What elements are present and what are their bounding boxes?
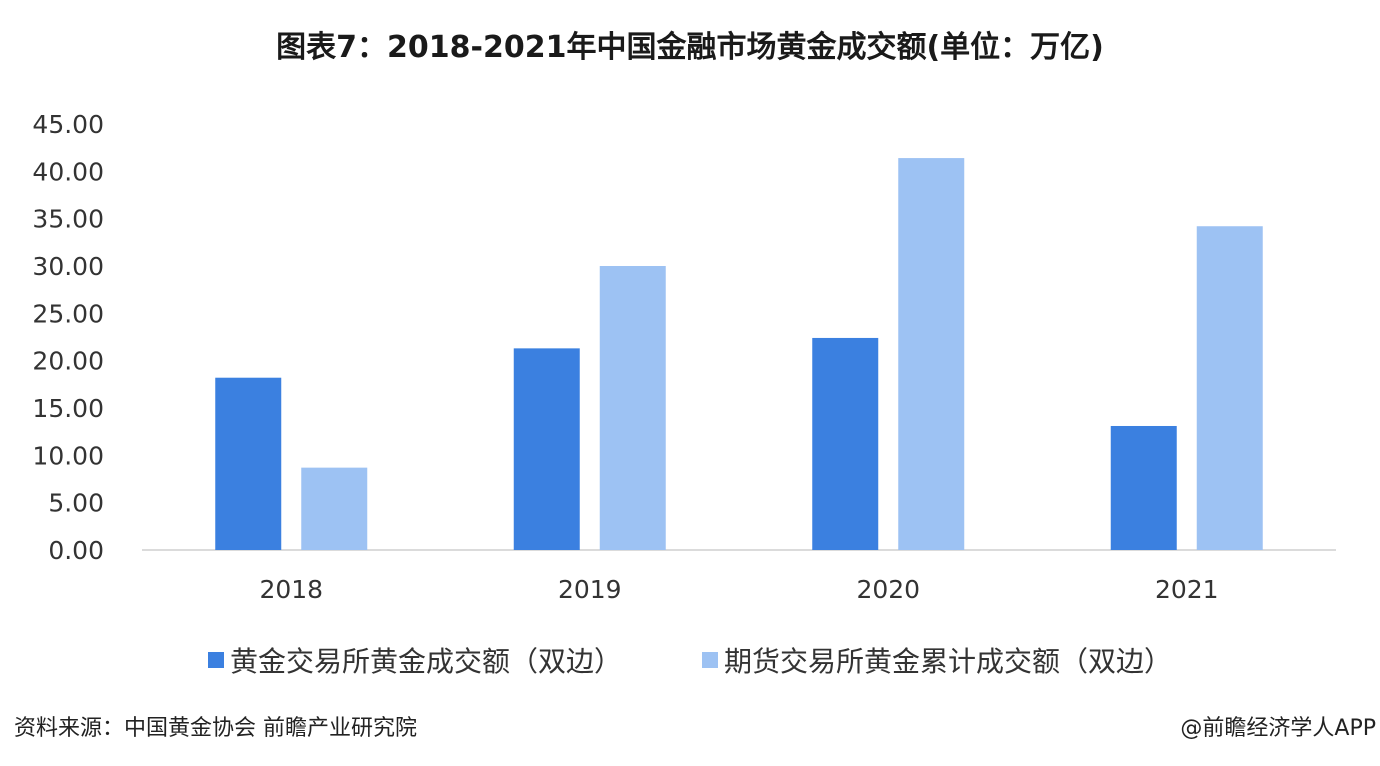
legend-swatch	[702, 652, 718, 668]
y-tick-label: 20.00	[32, 347, 104, 376]
y-tick-label: 45.00	[32, 110, 104, 139]
bar-2020-series-1	[898, 158, 965, 550]
legend: 黄金交易所黄金成交额（双边） 期货交易所黄金累计成交额（双边）	[0, 640, 1380, 680]
bar-2018-series-0	[215, 377, 282, 550]
y-tick-label: 40.00	[32, 157, 104, 186]
x-tick-label: 2020	[856, 575, 920, 604]
y-tick-label: 10.00	[32, 441, 104, 470]
x-tick-label: 2019	[558, 575, 622, 604]
bar-2020-series-0	[812, 337, 879, 550]
legend-item: 黄金交易所黄金成交额（双边）	[207, 640, 622, 680]
y-tick-label: 35.00	[32, 205, 104, 234]
legend-item: 期货交易所黄金累计成交额（双边）	[702, 640, 1172, 680]
bar-2021-series-0	[1110, 425, 1177, 550]
x-tick-label: 2021	[1155, 575, 1219, 604]
y-tick-label: 15.00	[32, 394, 104, 423]
legend-label: 黄金交易所黄金成交额（双边）	[229, 645, 622, 678]
x-tick-label: 2018	[259, 575, 323, 604]
y-tick-label: 0.00	[48, 536, 104, 565]
legend-label: 期货交易所黄金累计成交额（双边）	[724, 645, 1173, 678]
bar-2021-series-1	[1196, 226, 1263, 551]
bar-2019-series-1	[599, 266, 666, 550]
y-tick-label: 30.00	[32, 252, 104, 281]
y-tick-label: 25.00	[32, 299, 104, 328]
source-note: 资料来源：中国黄金协会 前瞻产业研究院	[14, 716, 417, 741]
bar-2019-series-0	[513, 348, 580, 550]
legend-swatch	[207, 652, 224, 668]
chart-title: 图表7：2018-2021年中国金融市场黄金成交额(单位：万亿)	[276, 30, 1104, 65]
credit: @前瞻经济学人APP	[1180, 716, 1376, 741]
bar-2018-series-1	[301, 467, 368, 550]
y-tick-label: 5.00	[48, 489, 104, 518]
